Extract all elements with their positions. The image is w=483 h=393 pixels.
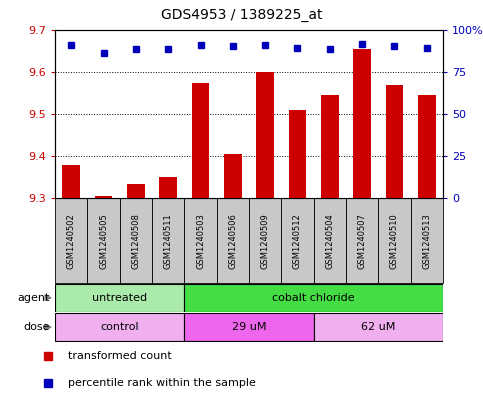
Bar [87, 198, 120, 283]
Text: GSM1240504: GSM1240504 [325, 213, 334, 268]
Bar [120, 198, 152, 283]
Bar [418, 95, 436, 198]
Bar [185, 284, 443, 312]
Bar [281, 198, 313, 283]
Bar [346, 198, 378, 283]
Text: GSM1240503: GSM1240503 [196, 213, 205, 269]
Bar [159, 177, 177, 198]
Bar [256, 72, 274, 198]
Text: dose: dose [24, 322, 50, 332]
Text: GSM1240502: GSM1240502 [67, 213, 76, 268]
Text: control: control [100, 322, 139, 332]
Text: GSM1240511: GSM1240511 [164, 213, 173, 268]
Text: GSM1240510: GSM1240510 [390, 213, 399, 268]
Bar [192, 83, 210, 198]
Bar [62, 165, 80, 198]
Bar [288, 110, 306, 198]
Bar [249, 198, 281, 283]
Bar [152, 198, 185, 283]
Bar [127, 184, 145, 198]
Text: GDS4953 / 1389225_at: GDS4953 / 1389225_at [161, 8, 322, 22]
Text: transformed count: transformed count [68, 351, 171, 361]
Bar [217, 198, 249, 283]
Bar [313, 198, 346, 283]
Bar [55, 313, 185, 341]
Text: GSM1240509: GSM1240509 [261, 213, 270, 268]
Text: percentile rank within the sample: percentile rank within the sample [68, 378, 256, 388]
Text: GSM1240506: GSM1240506 [228, 213, 237, 269]
Text: GSM1240505: GSM1240505 [99, 213, 108, 268]
Text: cobalt chloride: cobalt chloride [272, 293, 355, 303]
Text: 62 uM: 62 uM [361, 322, 396, 332]
Bar [353, 49, 371, 198]
Text: GSM1240507: GSM1240507 [357, 213, 367, 269]
Text: untreated: untreated [92, 293, 147, 303]
Bar [185, 313, 313, 341]
Bar [95, 196, 113, 198]
Bar [313, 313, 443, 341]
Bar [411, 198, 443, 283]
Text: GSM1240508: GSM1240508 [131, 213, 141, 269]
Bar [378, 198, 411, 283]
Bar [224, 154, 242, 198]
Bar [55, 198, 87, 283]
Bar [321, 95, 339, 198]
Bar [385, 84, 403, 198]
Text: GSM1240513: GSM1240513 [422, 213, 431, 269]
Bar [185, 198, 217, 283]
Text: agent: agent [18, 293, 50, 303]
Text: 29 uM: 29 uM [232, 322, 266, 332]
Text: GSM1240512: GSM1240512 [293, 213, 302, 268]
Bar [55, 284, 185, 312]
